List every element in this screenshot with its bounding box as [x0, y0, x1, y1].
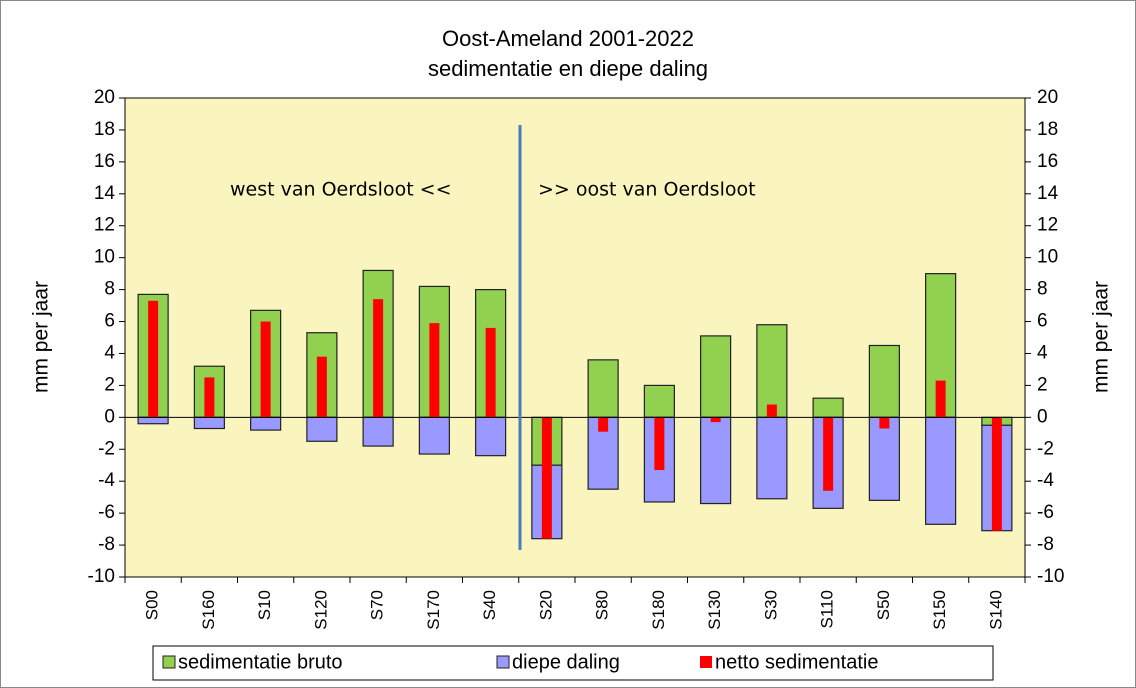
bar — [587, 359, 619, 418]
x-tick-label: S10 — [255, 590, 274, 620]
annotation: >> oost van Oerdsloot — [538, 179, 756, 201]
annotation: west van Oerdsloot << — [230, 179, 452, 201]
bar — [935, 380, 946, 418]
y-tick-label: 20 — [94, 87, 115, 108]
bar — [879, 417, 890, 429]
x-tick-label: S20 — [536, 590, 555, 620]
bar — [812, 397, 844, 418]
y2-tick-label: 4 — [1037, 342, 1048, 363]
bar — [204, 377, 215, 418]
legend — [152, 645, 994, 681]
bar — [362, 416, 394, 447]
chart-subtitle: sedimentatie en diepe daling — [428, 56, 708, 81]
y2-tick-label: -6 — [1037, 502, 1054, 523]
x-tick-label: S170 — [424, 590, 443, 630]
bar — [756, 416, 788, 500]
y2-tick-label: 18 — [1037, 119, 1058, 140]
legend-label: sedimentatie bruto — [178, 651, 343, 673]
x-tick-label: S150 — [930, 590, 949, 630]
y2-tick-label: 6 — [1037, 311, 1048, 332]
y-tick-label: 14 — [94, 183, 116, 204]
bar — [991, 417, 1002, 531]
bar — [485, 327, 496, 418]
x-tick-label: S50 — [874, 590, 893, 620]
y-tick-label: 8 — [104, 279, 115, 300]
y2-tick-label: 2 — [1037, 374, 1048, 395]
bar — [598, 417, 609, 432]
y-tick-label: -6 — [98, 502, 115, 523]
y-tick-label: 6 — [104, 311, 115, 332]
x-tick-label: S140 — [986, 590, 1005, 630]
bar — [868, 344, 900, 418]
legend-swatch — [496, 655, 510, 669]
bar — [306, 416, 338, 442]
y2-tick-label: 12 — [1037, 215, 1058, 236]
legend-swatch — [162, 655, 176, 669]
x-tick-label: S120 — [311, 590, 330, 630]
y-axis-label: mm per jaar — [30, 281, 53, 393]
bar — [700, 335, 732, 418]
x-tick-label: S80 — [593, 590, 612, 620]
y-tick-label: 2 — [104, 374, 115, 395]
y-tick-label: 12 — [94, 215, 115, 236]
bar — [925, 416, 957, 525]
chart-title: Oost-Ameland 2001-2022 — [442, 26, 694, 51]
bar — [373, 299, 384, 418]
bar — [193, 416, 225, 430]
x-tick-label: S130 — [705, 590, 724, 630]
bar — [429, 323, 440, 418]
x-tick-label: S30 — [761, 590, 780, 620]
bar — [148, 300, 159, 418]
x-tick-label: S110 — [818, 590, 837, 628]
y2-tick-label: 14 — [1037, 183, 1059, 204]
bar — [260, 321, 271, 418]
y2-tick-label: 0 — [1037, 406, 1048, 427]
x-tick-label: S40 — [480, 590, 499, 620]
bar — [541, 417, 552, 539]
bar — [137, 416, 169, 425]
bar — [700, 416, 732, 505]
y2-tick-label: -4 — [1037, 470, 1054, 491]
y2-tick-label: 8 — [1037, 279, 1048, 300]
x-tick-label: S160 — [199, 590, 218, 630]
x-tick-label: S00 — [143, 590, 162, 620]
y2-tick-label: -2 — [1037, 438, 1054, 459]
bar — [823, 417, 834, 491]
bar — [710, 417, 721, 423]
y2-tick-label: 10 — [1037, 247, 1058, 268]
y-tick-label: 16 — [94, 151, 115, 172]
y2-tick-label: 16 — [1037, 151, 1058, 172]
y-tick-label: -10 — [88, 566, 115, 587]
y-tick-label: 18 — [94, 119, 115, 140]
y2-axis-label: mm per jaar — [1090, 281, 1113, 393]
legend-label: netto sedimentatie — [715, 651, 878, 673]
y-tick-label: -2 — [98, 438, 115, 459]
bar — [316, 356, 327, 418]
y2-tick-label: 20 — [1037, 87, 1058, 108]
bar — [475, 416, 507, 457]
y2-tick-label: -10 — [1037, 566, 1064, 587]
bar — [654, 417, 665, 471]
y2-tick-label: -8 — [1037, 534, 1054, 555]
y-tick-label: 0 — [104, 406, 115, 427]
bar — [756, 324, 788, 418]
bar — [766, 404, 777, 418]
x-tick-label: S180 — [649, 590, 668, 630]
bar — [868, 416, 900, 501]
y-tick-label: -4 — [98, 470, 115, 491]
legend-swatch — [700, 656, 712, 668]
bar — [250, 416, 282, 431]
bar — [418, 416, 450, 455]
x-tick-label: S70 — [368, 590, 387, 620]
y-tick-label: 10 — [94, 247, 115, 268]
y-tick-label: -8 — [98, 534, 115, 555]
y-tick-label: 4 — [104, 342, 115, 363]
bar — [643, 384, 675, 418]
legend-label: diepe daling — [512, 651, 620, 673]
